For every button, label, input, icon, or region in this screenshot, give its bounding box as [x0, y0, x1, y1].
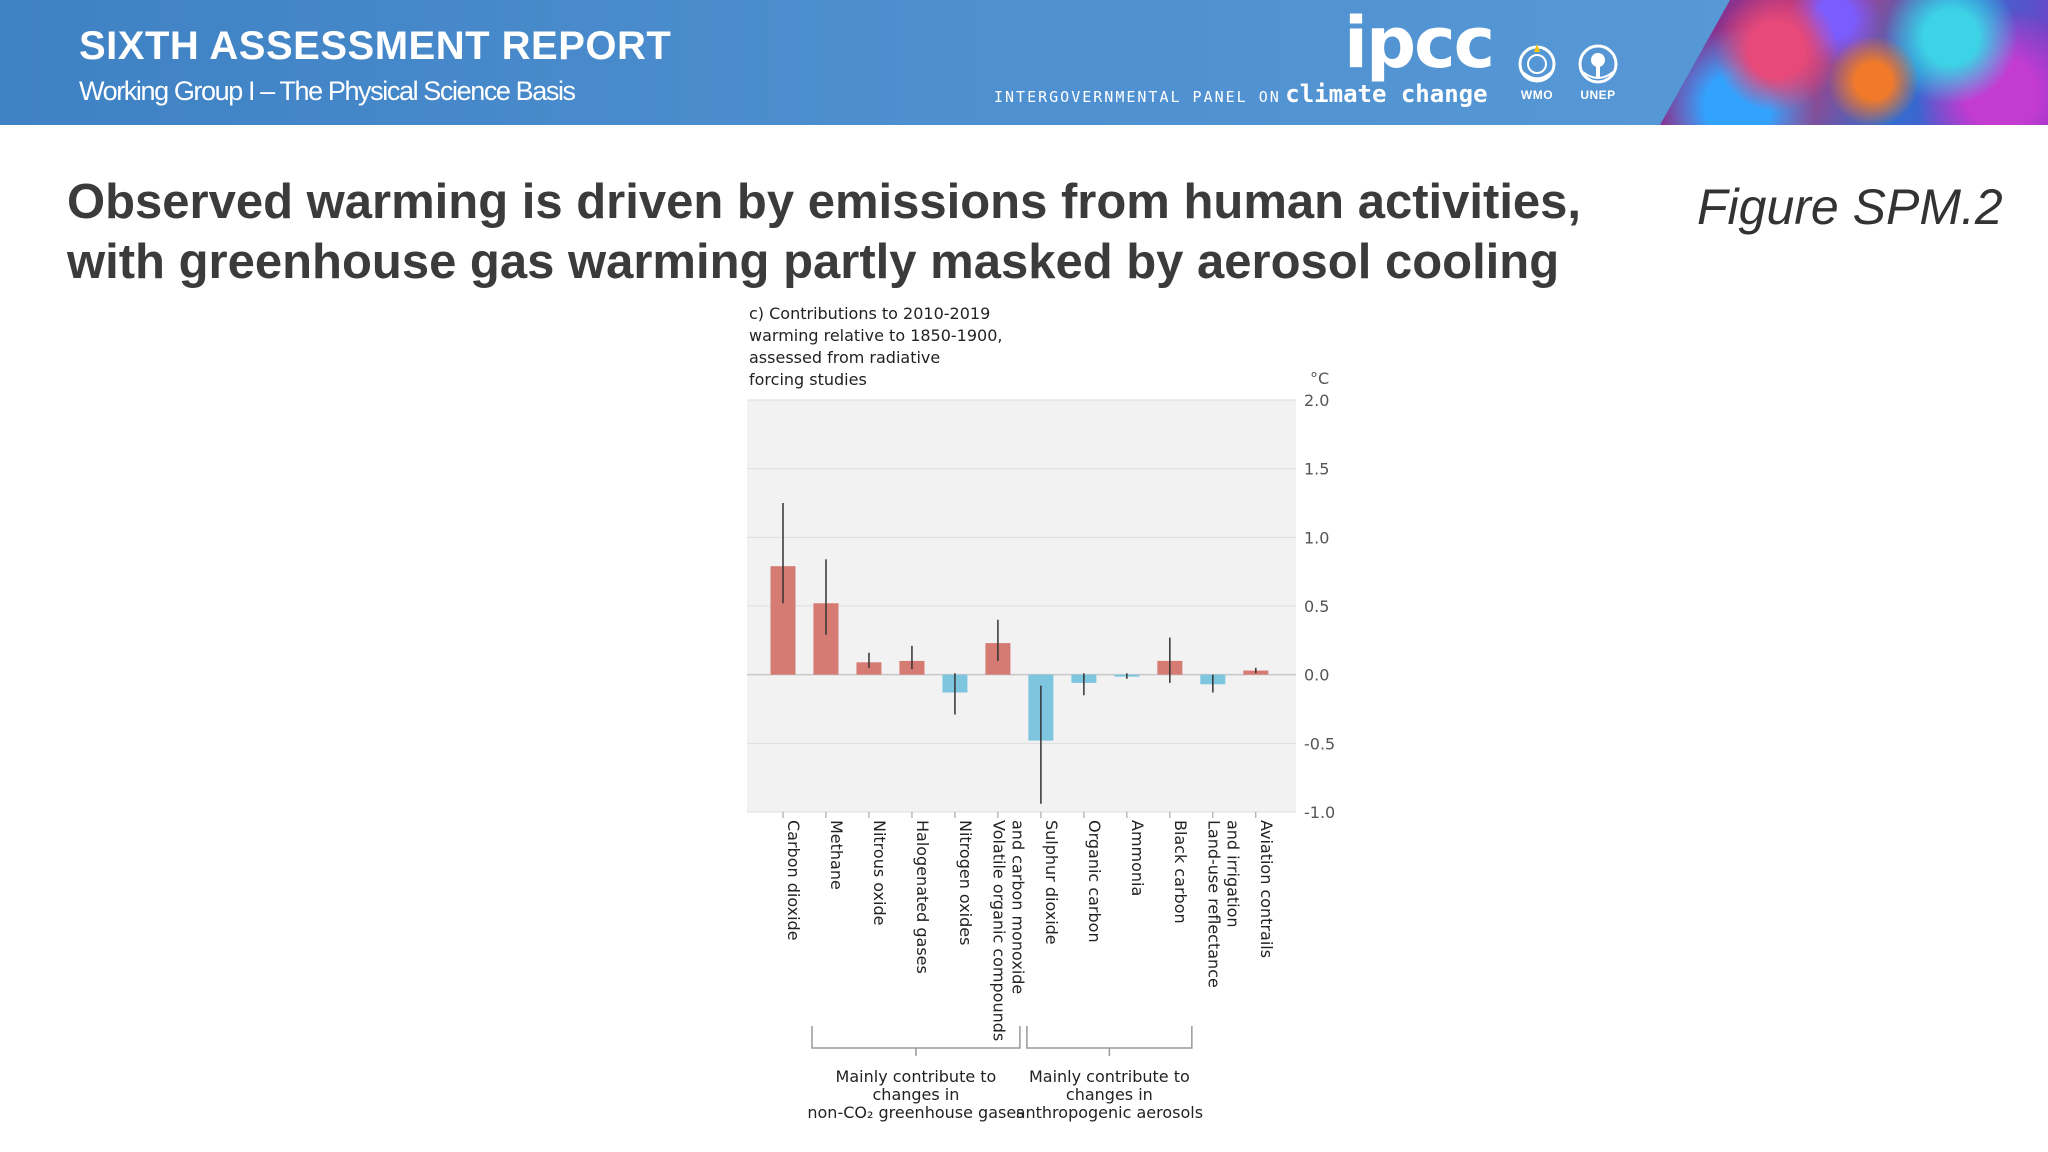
ipcc-tagline: INTERGOVERNMENTAL PANEL ON climate chang… — [994, 80, 1488, 110]
category-label: Sulphur dioxide — [1042, 820, 1061, 945]
ipcc-logo: ipcc — [1344, 2, 1495, 84]
group-label: non-CO₂ greenhouse gases — [807, 1103, 1024, 1122]
report-title: SIXTH ASSESSMENT REPORT — [79, 24, 672, 68]
group-label: anthropogenic aerosols — [1016, 1103, 1203, 1122]
slide-headline: Observed warming is driven by emissions … — [67, 172, 1687, 292]
y-tick-label: 0.0 — [1304, 666, 1329, 685]
unep-emblem-icon — [1578, 44, 1618, 84]
wmo-badge: WMO — [1509, 42, 1565, 104]
category-label: Aviation contrails — [1257, 820, 1276, 958]
group-label: changes in — [873, 1085, 960, 1104]
chart-title-line-2: warming relative to 1850-1900, — [749, 326, 1003, 345]
chart-title: c) Contributions to 2010-2019 warming re… — [749, 303, 1049, 391]
tagline-small: INTERGOVERNMENTAL PANEL ON — [994, 88, 1281, 106]
y-tick-label: -0.5 — [1304, 734, 1335, 753]
category-label: Carbon dioxide — [784, 820, 803, 941]
category-label: Halogenated gases — [913, 820, 932, 974]
y-tick-label: 1.5 — [1304, 460, 1329, 479]
category-label: and irrigation — [1223, 820, 1242, 928]
y-tick-label: -1.0 — [1304, 803, 1335, 822]
y-tick-label: 0.5 — [1304, 597, 1329, 616]
y-tick-label: 1.0 — [1304, 528, 1329, 547]
category-label: Nitrogen oxides — [956, 820, 975, 945]
category-label: Ammonia — [1128, 820, 1147, 896]
wmo-label: WMO — [1520, 88, 1554, 102]
category-label: Organic carbon — [1085, 820, 1104, 943]
report-subtitle: Working Group I – The Physical Science B… — [79, 76, 576, 106]
group-label: Mainly contribute to — [1029, 1067, 1190, 1086]
tagline-big: climate change — [1285, 80, 1488, 108]
unep-label: UNEP — [1580, 88, 1616, 102]
chart-title-line-1: c) Contributions to 2010-2019 — [749, 304, 991, 323]
group-bracket — [811, 1026, 1021, 1049]
category-label: Volatile organic compounds — [989, 820, 1008, 1041]
y-unit-label: °C — [1310, 369, 1329, 388]
group-label: Mainly contribute to — [836, 1067, 997, 1086]
category-label: Methane — [827, 820, 846, 890]
group-bracket — [1026, 1026, 1193, 1049]
header-banner: SIXTH ASSESSMENT REPORT Working Group I … — [0, 0, 2048, 125]
category-label: Nitrous oxide — [870, 820, 889, 925]
chart-title-line-3: assessed from radiative — [749, 348, 941, 367]
unep-badge: UNEP — [1570, 42, 1626, 104]
y-tick-label: 2.0 — [1304, 391, 1329, 410]
bar — [856, 662, 882, 675]
category-label: and carbon monoxide — [1008, 820, 1027, 994]
headline-line-2: with greenhouse gas warming partly maske… — [67, 235, 1560, 289]
headline-line-1: Observed warming is driven by emissions … — [67, 175, 1582, 229]
category-label: Land-use reflectance — [1204, 820, 1223, 988]
figure-label: Figure SPM.2 — [1697, 179, 2003, 235]
banner-artwork — [1660, 0, 2048, 125]
chart-title-line-4: forcing studies — [749, 370, 867, 389]
wmo-emblem-icon — [1518, 44, 1556, 83]
group-label: changes in — [1066, 1085, 1153, 1104]
category-label: Black carbon — [1171, 820, 1190, 924]
